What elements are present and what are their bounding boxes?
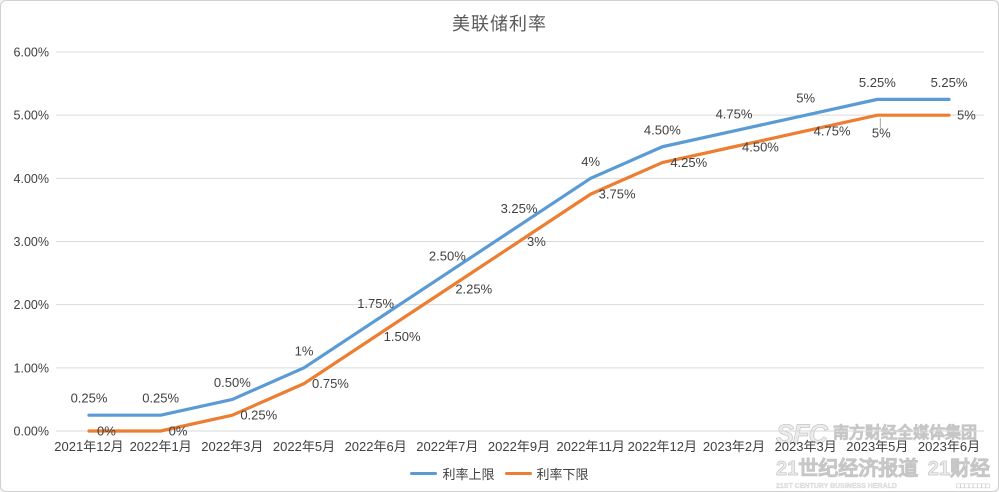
x-axis-tick-label: 2021年12月 xyxy=(54,439,123,454)
x-axis-tick-label: 2023年6月 xyxy=(918,439,980,454)
data-label: 5% xyxy=(957,108,976,123)
y-axis-tick-label: 1.00% xyxy=(14,361,49,375)
data-label: 4% xyxy=(581,154,600,169)
y-axis-tick-label: 6.00% xyxy=(14,46,49,60)
x-axis-tick-label: 2022年11月 xyxy=(556,439,624,454)
x-axis-tick-label: 2023年5月 xyxy=(846,439,908,454)
data-label: 4.75% xyxy=(814,123,851,138)
data-label: 2.50% xyxy=(429,249,466,264)
watermark-english-name: 21ST CENTURY BUSINESS HERALD xyxy=(776,483,897,491)
data-label: 4.50% xyxy=(742,139,779,154)
watermark-brand-21caijing: 21财经 xyxy=(927,458,990,481)
x-axis-tick-label: 2022年12月 xyxy=(628,439,697,454)
x-axis-tick-label: 2022年9月 xyxy=(488,439,550,454)
x-axis-tick-label: 2023年2月 xyxy=(703,439,765,454)
series-line-lower xyxy=(87,113,951,433)
watermark-brand-herald: 21世纪经济报道 xyxy=(776,458,919,481)
data-label: 5.25% xyxy=(931,75,968,90)
data-label: 4.50% xyxy=(644,122,681,137)
data-label: 3.25% xyxy=(501,201,538,216)
watermark-row-group: SFC 南方财经全媒体集团 xyxy=(776,419,990,449)
data-label: 0.25% xyxy=(240,408,277,423)
x-axis-tick-label: 2022年7月 xyxy=(416,439,478,454)
legend: 利率上限 利率下限 xyxy=(1,464,998,483)
watermark-row-brand: 21世纪经济报道 21财经 xyxy=(776,458,991,481)
legend-label: 利率上限 xyxy=(442,467,495,482)
data-label: 0.50% xyxy=(214,375,251,390)
data-label: 1.75% xyxy=(357,296,394,311)
chart-title: 美联储利率 xyxy=(452,14,547,35)
x-axis-tick-label: 2022年6月 xyxy=(345,439,407,454)
x-axis-tick-label: 2023年3月 xyxy=(775,439,837,454)
y-axis-tick-label: 5.00% xyxy=(14,109,49,123)
legend-line-swatch xyxy=(504,471,532,476)
data-label: 0.75% xyxy=(312,376,349,391)
data-label: 0.25% xyxy=(142,391,179,406)
data-label: 0% xyxy=(97,424,116,439)
legend-item-lower: 利率下限 xyxy=(504,464,589,483)
watermark-small-marks: □□□□□□□□ xyxy=(956,483,990,491)
legend-item-upper: 利率上限 xyxy=(410,464,495,483)
x-axis-tick-label: 2022年1月 xyxy=(130,439,192,454)
data-label: 5% xyxy=(796,91,815,106)
data-label: 4.25% xyxy=(670,155,707,170)
data-label: 5% xyxy=(872,126,891,141)
y-axis-tick-label: 3.00% xyxy=(14,235,49,249)
watermark-row-english: 21ST CENTURY BUSINESS HERALD □□□□□□□□ xyxy=(776,483,990,490)
data-label: 4.75% xyxy=(716,106,753,121)
data-label: 3% xyxy=(527,234,546,249)
data-label: 1% xyxy=(295,343,314,358)
data-label: 0.25% xyxy=(71,391,108,406)
data-label: 1.50% xyxy=(384,329,421,344)
x-axis-tick-label: 2022年3月 xyxy=(201,439,263,454)
series-line-upper xyxy=(87,97,951,417)
sfc-logo: SFC xyxy=(776,419,829,449)
watermark-group-name: 南方财经全媒体集团 xyxy=(833,424,978,442)
x-axis-tick-label: 2022年5月 xyxy=(273,439,335,454)
data-label: 5.25% xyxy=(859,75,896,90)
y-axis-tick-label: 2.00% xyxy=(14,298,49,312)
legend-label: 利率下限 xyxy=(536,467,589,482)
y-axis-tick-label: 4.00% xyxy=(14,172,49,186)
data-label: 3.75% xyxy=(599,187,636,202)
legend-line-swatch xyxy=(410,471,438,476)
watermark: SFC 南方财经全媒体集团 21世纪经济报道 21财经 21ST CENTURY… xyxy=(776,419,991,491)
data-label: 2.25% xyxy=(455,281,492,296)
y-axis-tick-label: 0.00% xyxy=(14,425,49,439)
data-label: 0% xyxy=(169,424,188,439)
